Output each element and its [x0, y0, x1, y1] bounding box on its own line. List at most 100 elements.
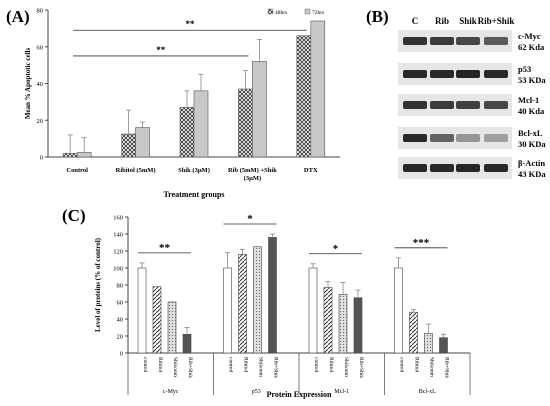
- blot-band: [403, 37, 427, 45]
- significance-label: *: [333, 243, 339, 255]
- blot-band: [484, 134, 508, 142]
- bar: [310, 20, 326, 158]
- blot-strip: [398, 30, 512, 52]
- bar-label: control: [399, 357, 405, 373]
- y-tick-label: 120: [113, 249, 123, 256]
- y-tick-label: 20: [37, 118, 44, 125]
- apoptosis-bar-chart: (A) 0 20 40 60 80 Mean % Apoptotic cells Treat…: [6, 7, 340, 199]
- bar: [439, 337, 448, 354]
- blot-band: [484, 101, 508, 109]
- blot-protein-name: c-Myc: [518, 31, 541, 41]
- bar-label: Rib+Shik: [187, 357, 193, 378]
- blot-band: [456, 164, 480, 172]
- y-tick-label: 100: [113, 266, 123, 273]
- blot-protein-size: 40 Kda: [518, 106, 545, 116]
- x-axis-label: Treatment groups: [163, 190, 224, 199]
- category-label: (3µM): [244, 175, 261, 182]
- bar-label: Rib+Shik: [444, 357, 450, 378]
- bar: [121, 133, 136, 158]
- bar: [137, 267, 147, 354]
- blot-band: [484, 164, 508, 172]
- panel-label-c: (C): [62, 206, 86, 225]
- bar: [135, 127, 150, 158]
- bar: [152, 286, 162, 354]
- bar-label: Ribitol: [414, 357, 420, 373]
- bar: [76, 152, 92, 158]
- blot-column-label: C: [412, 16, 419, 26]
- y-tick-label: 160: [113, 215, 123, 222]
- bar: [252, 61, 267, 158]
- bar-label: Rib+Shik: [358, 357, 364, 378]
- blot-strip: [398, 94, 512, 116]
- bar: [353, 297, 363, 354]
- group-label: Mcl-1: [334, 389, 349, 395]
- bar: [167, 301, 177, 354]
- bar-label: control: [142, 357, 148, 373]
- blot-band: [484, 37, 508, 45]
- bar-label: Ribitol: [243, 357, 249, 373]
- category-label: Control: [66, 167, 88, 174]
- legend-swatch: [304, 8, 311, 15]
- blot-column-label: Rib+Shik: [478, 16, 515, 26]
- blot-band: [456, 70, 480, 78]
- category-label: Shik (3µM): [178, 167, 210, 174]
- bar-label: Shikonin: [343, 357, 349, 377]
- y-tick-label: 60: [117, 300, 124, 307]
- protein-expression-bar-chart: (C) 0 20 40 60 80 100 120 140 160 Level of protei…: [62, 206, 471, 399]
- bar-label: Shikonin: [172, 357, 178, 377]
- blot-protein-name: p53: [518, 64, 531, 74]
- legend-label: 48hrs: [275, 10, 287, 16]
- y-axis-label: Mean % Apoptotic cells: [24, 48, 32, 120]
- y-tick-label: 20: [117, 334, 124, 341]
- blot-strip: [398, 127, 512, 149]
- bar: [323, 287, 333, 354]
- y-tick-label: 80: [37, 8, 44, 15]
- group-label: p53: [252, 389, 261, 395]
- bar: [238, 88, 253, 158]
- significance-label: ***: [413, 237, 430, 249]
- bar: [179, 107, 195, 158]
- bar: [193, 90, 209, 158]
- group-label: c-Myc: [163, 389, 179, 395]
- blot-protein-size: 62 Kda: [518, 42, 545, 52]
- bar-label: Shikonin: [429, 357, 435, 377]
- bar: [238, 254, 247, 354]
- significance-label: **: [186, 19, 196, 29]
- panel-a: (A) 0 20 40 60 80 Mean % Apoptotic cells Treat…: [0, 0, 350, 210]
- bar: [253, 246, 262, 354]
- blot-band: [430, 37, 454, 45]
- panel-b: (B) C Rib Shik Rib+Shik c-Myc 62 Kda p53 53 KDa…: [360, 0, 550, 210]
- blot-band: [403, 164, 427, 172]
- blot-protein-size: 43 KDa: [518, 169, 546, 179]
- bar-label: control: [228, 357, 234, 373]
- blot-column-label: Rib: [435, 16, 449, 26]
- blot-protein-size: 53 KDa: [518, 75, 546, 85]
- bar: [308, 267, 318, 354]
- bar: [62, 153, 78, 158]
- y-tick-label: 80: [117, 283, 124, 290]
- blot-band: [403, 134, 427, 142]
- bar-label: Rib+Shik: [273, 357, 279, 378]
- y-tick-label: 40: [117, 317, 124, 324]
- panel-c: (C) 0 20 40 60 80 100 120 140 160 Level of protei…: [0, 205, 550, 401]
- y-tick-label: 60: [37, 44, 44, 51]
- bar: [394, 267, 403, 354]
- blot-band: [456, 101, 480, 109]
- significance-label: *: [247, 213, 253, 225]
- blot-strip: [398, 157, 512, 179]
- bar: [268, 237, 277, 354]
- blot-band: [430, 164, 454, 172]
- blot-band: [430, 101, 454, 109]
- bar: [409, 311, 418, 354]
- blot-band: [456, 37, 480, 45]
- group-label: Bcl-xL: [419, 389, 436, 395]
- legend-label: 72hrs: [312, 10, 324, 16]
- bar: [296, 35, 312, 158]
- bar-label: Ribitol: [157, 357, 163, 373]
- blot-protein-size: 30 KDa: [518, 139, 546, 149]
- bar: [338, 294, 348, 354]
- blot-protein-name: Bcl-xL: [518, 128, 543, 138]
- panel-label-a: (A): [6, 7, 30, 26]
- blot-protein-name: β-Actin: [518, 158, 545, 168]
- blot-column-label: Shik: [459, 16, 477, 26]
